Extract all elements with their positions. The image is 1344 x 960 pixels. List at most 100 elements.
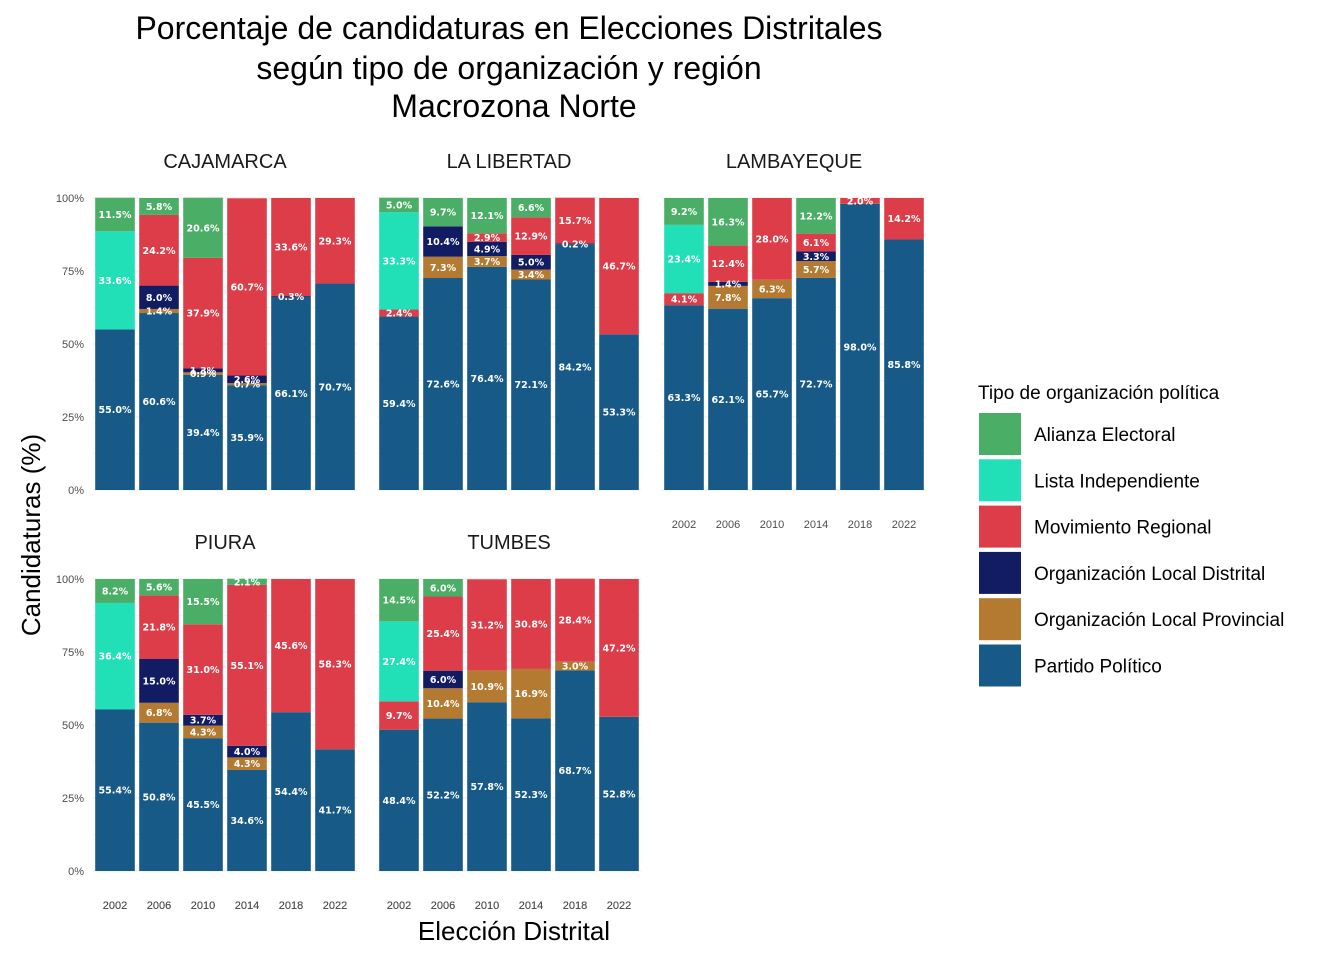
legend-title: Tipo de organización política [978,383,1220,404]
data-label-movimiento-regional-2014: 60.7% [231,282,264,293]
x-tick-label: 2010 [475,900,499,912]
bar-partido-politico-2006 [708,308,748,490]
bar-movimiento-regional-2018 [555,197,595,244]
bar-movimiento-regional-2010 [183,257,223,369]
x-tick-label: 2002 [672,519,696,531]
bar-movimiento-regional-2010 [183,624,223,715]
bar-partido-politico-2006 [423,718,463,871]
bar-organizacion-local-distrital-2010 [183,368,223,373]
bar-alianza-electoral-2002 [95,579,135,603]
legend-swatch [979,413,1021,455]
bar-partido-politico-2006 [423,278,463,490]
bar-organizacion-local-provincial-2010 [467,256,507,267]
bar-organizacion-local-provincial-2010 [183,372,223,375]
bar-organizacion-local-distrital-2014 [227,745,267,758]
data-label-movimiento-regional-2018: 45.6% [275,641,308,652]
data-label-partido-politico-2002: 48.4% [383,796,416,807]
data-label-organizacion-local-provincial-2006: 1.4% [146,307,173,318]
bar-lista-independiente-2002 [95,231,135,330]
legend-swatch [979,598,1021,641]
y-tick-label: 0% [68,485,84,497]
data-label-partido-politico-2010: 57.8% [471,782,504,793]
bar-organizacion-local-provincial-2014 [511,269,551,280]
facet-panel-tumbes: TUMBES 2002 2006 2010 2014 2018 2022 48.4% 9.7% 2… [377,532,641,912]
bar-partido-politico-2006 [139,313,179,490]
legend-label: Organización Local Distrital [1034,564,1265,585]
x-tick-label: 2022 [323,900,347,912]
legend-item-organizacion-local-provincial: Organización Local Provincial [979,598,1284,641]
bar-alianza-electoral-2002 [379,197,419,213]
data-label-partido-politico-2002: 55.0% [99,405,132,416]
data-label-partido-politico-2014: 72.1% [515,380,548,391]
bar-organizacion-local-distrital-2006 [139,659,179,703]
bar-partido-politico-2006 [139,722,179,871]
x-tick-label: 2022 [607,900,631,912]
data-label-partido-politico-2022: 41.7% [319,806,352,817]
bar-movimiento-regional-2006 [423,596,463,671]
bar-partido-politico-2018 [271,712,311,871]
data-labels: 55.4% 36.4% 8.2% 50.8% 6.8% 15.0% 21.8% 5.6% 45.… [99,577,352,827]
y-tick-label: 100% [56,193,84,205]
data-label-organizacion-local-provincial-2010: 4.3% [190,727,217,738]
bar-organizacion-local-provincial-2006 [139,308,179,314]
facet-strip-lambayeque: LAMBAYEQUE [726,151,862,173]
bar-organizacion-local-provincial-2006 [139,702,179,723]
data-label-partido-politico-2006: 52.2% [427,790,460,801]
data-label-organizacion-local-distrital-2010: 3.7% [190,716,217,727]
data-label-partido-politico-2010: 45.5% [187,800,220,811]
data-label-alianza-electoral-2006: 6.0% [430,583,457,594]
bar-movimiento-regional-2010 [467,579,507,671]
legend-item-movimiento-regional: Movimiento Regional [979,505,1211,548]
x-tick-label: 2018 [563,900,587,912]
data-label-movimiento-regional-2010: 28.0% [756,234,789,245]
x-tick-label: 2014 [519,900,543,912]
bar-partido-politico-2010 [752,298,792,490]
data-labels: 55.0% 33.6% 11.5% 60.6% 1.4% 8.0% 24.2% 5.8% 39.… [99,202,352,444]
bar-movimiento-regional-2010 [752,198,792,280]
data-label-partido-politico-2018: 98.0% [844,342,877,353]
bar-organizacion-local-provincial-2014 [796,261,836,278]
bar-partido-politico-2022 [315,283,355,490]
data-label-partido-politico-2014: 34.6% [231,816,264,827]
bar-movimiento-regional-2014 [227,198,267,376]
facet-panel-piura: PIURA 0% 25% 50% 75% 100% 2002 2006 2010 2014 2018… [56,532,357,912]
bar-organizacion-local-distrital-2006 [423,226,463,257]
y-tick-label: 50% [62,720,84,732]
data-label-organizacion-local-distrital-2010: 1.3% [190,366,217,377]
bar-organizacion-local-distrital-2006 [708,281,748,286]
data-label-movimiento-regional-2022: 47.2% [603,643,636,654]
facet-panel-cajamarca: CAJAMARCA 0% 25% 50% 75% 100% 2002 2006 2010 2014… [56,151,357,912]
bar-partido-politico-2018 [555,244,595,490]
data-label-partido-politico-2022: 53.3% [603,408,636,419]
bar-alianza-electoral-2006 [708,198,748,246]
bar-lista-independiente-2002 [95,602,135,710]
x-tick-label: 2022 [607,900,631,912]
bar-partido-politico-2002 [379,729,419,871]
data-label-partido-politico-2018: 54.4% [275,787,308,798]
bar-lista-independiente-2002 [379,212,419,310]
x-tick-label: 2002 [103,900,127,912]
bar-organizacion-local-provincial-2014 [511,668,551,719]
x-tick-label: 2018 [279,900,303,912]
legend-label: Alianza Electoral [1034,425,1176,446]
bar-partido-politico-2018 [840,203,880,490]
bar-alianza-electoral-2014 [511,198,551,218]
data-label-organizacion-local-distrital-2006: 6.0% [430,675,457,686]
y-tick-label: 25% [62,793,84,805]
bar-organizacion-local-provincial-2014 [227,757,267,770]
x-tick-label: 2014 [235,900,259,912]
bar-partido-politico-2010 [467,702,507,871]
x-tick-label: 2006 [147,900,171,912]
bar-alianza-electoral-2006 [139,198,179,215]
bars [95,197,355,490]
data-label-partido-politico-2006: 50.8% [143,792,176,803]
chart-title-line-1: Porcentaje de candidaturas en Elecciones… [135,10,882,46]
data-label-lista-independiente-2002: 33.3% [383,256,416,267]
bar-movimiento-regional-2018 [840,198,880,204]
y-tick-label: 50% [62,339,84,351]
legend-swatch [979,644,1021,687]
data-label-movimiento-regional-2002: 4.1% [671,295,698,306]
data-label-partido-politico-2014: 52.3% [515,790,548,801]
x-tick-label: 2002 [103,900,127,912]
data-label-organizacion-local-distrital-2010: 4.9% [474,244,501,255]
